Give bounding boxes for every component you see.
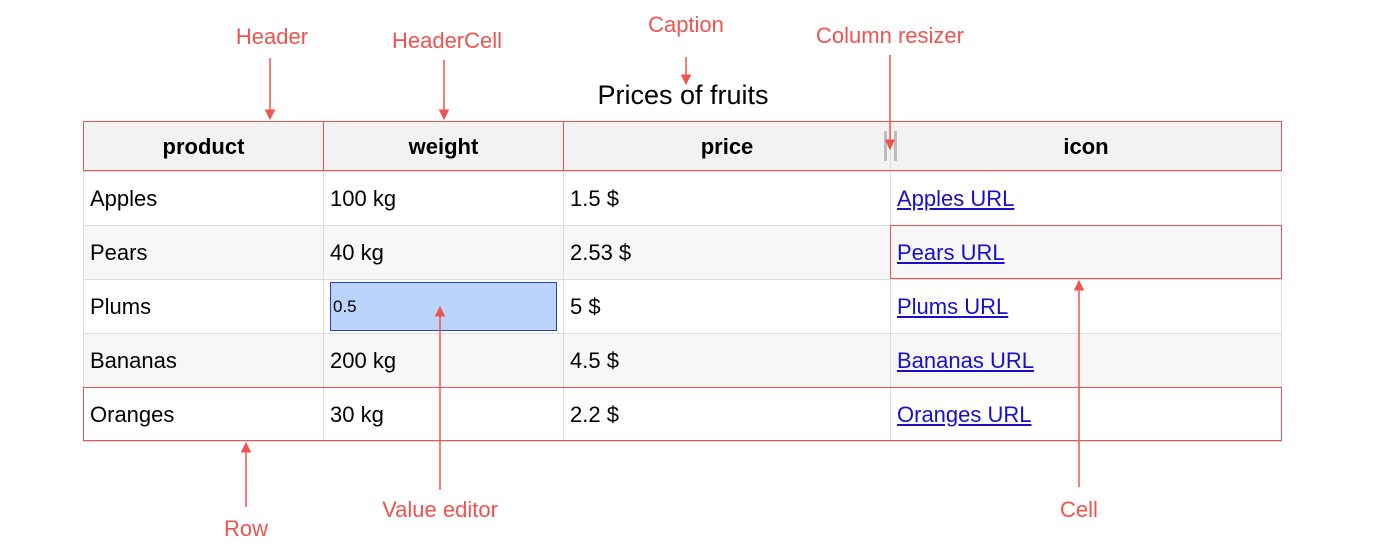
table-row: Pears 40 kg 2.53 $ Pears URL bbox=[83, 225, 1282, 280]
cell-price[interactable]: 2.53 $ bbox=[563, 225, 891, 280]
table-caption: Prices of fruits bbox=[597, 80, 769, 110]
header-cell-annotation-label: HeaderCell bbox=[391, 28, 503, 53]
value-editor-annotation-label: Value editor bbox=[382, 497, 498, 522]
cell-weight[interactable]: 40 kg bbox=[323, 225, 564, 280]
data-table: product weight price icon Apples 100 kg … bbox=[83, 121, 1282, 442]
cell-icon: Plums URL bbox=[890, 279, 1282, 334]
cell-icon: Pears URL bbox=[890, 225, 1282, 280]
icon-link[interactable]: Apples URL bbox=[897, 185, 1015, 211]
cell-annotation-label: Cell bbox=[1060, 497, 1098, 522]
table-header: product weight price icon bbox=[83, 121, 1282, 172]
header-cell-product[interactable]: product bbox=[83, 121, 324, 172]
icon-link[interactable]: Plums URL bbox=[897, 293, 1009, 319]
cell-icon: Apples URL bbox=[890, 171, 1282, 226]
table-row: Apples 100 kg 1.5 $ Apples URL bbox=[83, 171, 1282, 226]
column-resizer-annotation-label: Column resizer bbox=[816, 23, 964, 48]
header-cell-price[interactable]: price bbox=[563, 121, 891, 172]
icon-link[interactable]: Oranges URL bbox=[897, 401, 1032, 427]
cell-icon: Oranges URL bbox=[890, 387, 1282, 442]
icon-link[interactable]: Bananas URL bbox=[897, 347, 1034, 373]
cell-weight bbox=[323, 279, 564, 334]
cell-price[interactable]: 2.2 $ bbox=[563, 387, 891, 442]
cell-weight[interactable]: 200 kg bbox=[323, 333, 564, 388]
cell-product[interactable]: Oranges bbox=[83, 387, 324, 442]
cell-product[interactable]: Pears bbox=[83, 225, 324, 280]
cell-price[interactable]: 4.5 $ bbox=[563, 333, 891, 388]
cell-product[interactable]: Bananas bbox=[83, 333, 324, 388]
table-row: Oranges 30 kg 2.2 $ Oranges URL bbox=[83, 387, 1282, 442]
cell-price[interactable]: 5 $ bbox=[563, 279, 891, 334]
header-annotation-label: Header bbox=[235, 24, 309, 49]
header-cell-weight[interactable]: weight bbox=[323, 121, 564, 172]
cell-icon: Bananas URL bbox=[890, 333, 1282, 388]
header-cell-icon[interactable]: icon bbox=[890, 121, 1282, 172]
table-row: Bananas 200 kg 4.5 $ Bananas URL bbox=[83, 333, 1282, 388]
value-editor-input[interactable] bbox=[330, 282, 557, 331]
cell-weight[interactable]: 100 kg bbox=[323, 171, 564, 226]
column-resizer-handle[interactable] bbox=[883, 131, 898, 161]
row-annotation-label: Row bbox=[223, 516, 269, 541]
caption-annotation-label: Caption bbox=[648, 12, 724, 37]
cell-product[interactable]: Apples bbox=[83, 171, 324, 226]
cell-product[interactable]: Plums bbox=[83, 279, 324, 334]
table-row: Plums 5 $ Plums URL bbox=[83, 279, 1282, 334]
resizer-bar bbox=[884, 131, 887, 161]
icon-link[interactable]: Pears URL bbox=[897, 239, 1005, 265]
resizer-bar bbox=[894, 131, 897, 161]
cell-weight[interactable]: 30 kg bbox=[323, 387, 564, 442]
cell-price[interactable]: 1.5 $ bbox=[563, 171, 891, 226]
